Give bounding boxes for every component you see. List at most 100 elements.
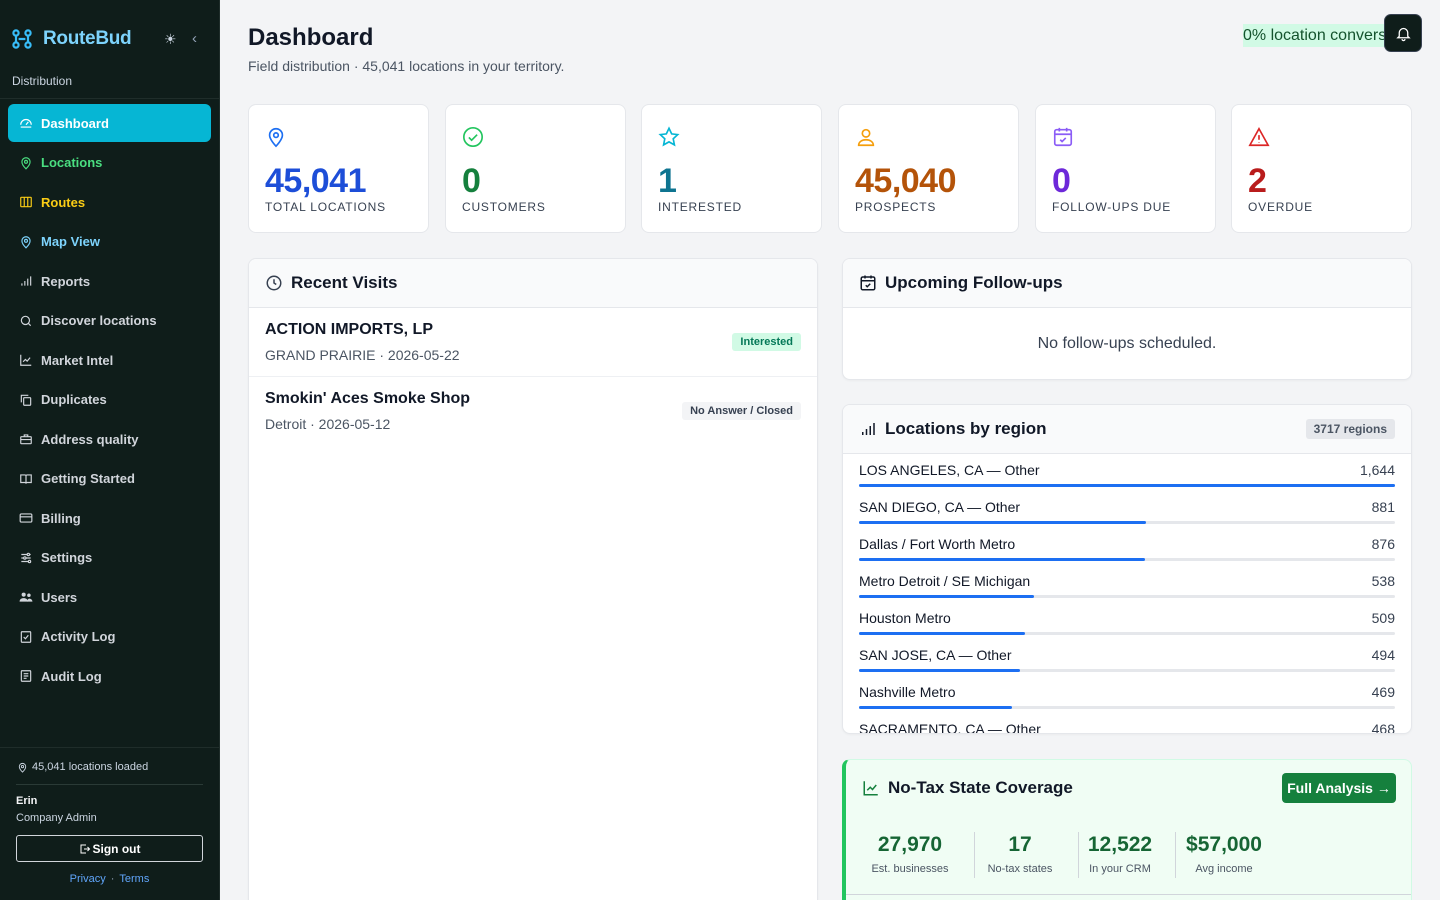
notax-stat-label: Est. businesses xyxy=(871,863,949,875)
region-count: 468 xyxy=(1371,721,1395,734)
notax-stat-label: Avg income xyxy=(1195,863,1253,875)
stat-card-interested[interactable]: 1 INTERESTED xyxy=(641,104,822,233)
sidebar-item-label: Billing xyxy=(41,510,81,526)
sidebar-item-reports[interactable]: Reports xyxy=(8,262,211,300)
region-row[interactable]: LOS ANGELES, CA — Other 1,644 xyxy=(843,454,1411,491)
status-badge: Interested xyxy=(732,333,801,351)
region-row[interactable]: Dallas / Fort Worth Metro 876 xyxy=(843,528,1411,565)
map-pin-icon xyxy=(18,762,27,773)
upcoming-followups-card: Upcoming Follow-ups No follow-ups schedu… xyxy=(842,258,1412,380)
region-bar-fill xyxy=(859,558,1145,561)
sidebar-item-audit-log[interactable]: Audit Log xyxy=(8,657,211,695)
conversion-badge: 0% location conversion xyxy=(1243,24,1393,47)
clipboard-check-icon xyxy=(19,630,33,644)
stat-card-prospects[interactable]: 45,040 PROSPECTS xyxy=(838,104,1019,233)
region-bar-track xyxy=(859,558,1395,561)
calendar-icon xyxy=(859,274,877,292)
sidebar-item-dashboard[interactable]: Dashboard xyxy=(8,104,211,142)
card-header: Upcoming Follow-ups xyxy=(843,259,1411,308)
sidebar-footer: 45,041 locations loaded Erin Company Adm… xyxy=(0,747,219,885)
sidebar-item-market-intel[interactable]: Market Intel xyxy=(8,341,211,379)
terms-link[interactable]: Terms xyxy=(119,873,150,885)
visit-row[interactable]: ACTION IMPORTS, LP GRAND PRAIRIE · 2026-… xyxy=(249,308,817,377)
region-bar-fill xyxy=(859,484,1395,487)
recent-visits-card: Recent Visits ACTION IMPORTS, LP GRAND P… xyxy=(248,258,818,900)
region-row[interactable]: SACRAMENTO, CA — Other 468 xyxy=(843,713,1411,734)
sign-out-button[interactable]: Sign out xyxy=(16,835,203,862)
gauge-icon xyxy=(19,116,33,130)
region-bar-track xyxy=(859,521,1395,524)
book-icon xyxy=(19,472,33,486)
notax-stat: 17 No-tax states xyxy=(982,833,1058,875)
stat-divider xyxy=(974,832,975,878)
no-tax-coverage-card: No-Tax State Coverage Full Analysis → 27… xyxy=(842,759,1412,900)
collapse-sidebar-chevron-icon[interactable]: ‹ xyxy=(192,30,197,47)
notax-stat-value: $57,000 xyxy=(1186,833,1262,856)
stat-card-customers[interactable]: 0 CUSTOMERS xyxy=(445,104,626,233)
sidebar-item-map-view[interactable]: Map View xyxy=(8,223,211,261)
notax-stat: $57,000 Avg income xyxy=(1184,833,1264,875)
region-count: 469 xyxy=(1371,684,1395,700)
sidebar-item-settings[interactable]: Settings xyxy=(8,539,211,577)
card-title: No-Tax State Coverage xyxy=(888,778,1073,797)
stat-card-follow-ups-due[interactable]: 0 FOLLOW-UPS DUE xyxy=(1035,104,1216,233)
sidebar-item-locations[interactable]: Locations xyxy=(8,144,211,182)
stat-card-overdue[interactable]: 2 OVERDUE xyxy=(1231,104,1412,233)
sidebar-item-duplicates[interactable]: Duplicates xyxy=(8,381,211,419)
app-name: RouteBud xyxy=(43,28,132,49)
sidebar-divider xyxy=(0,98,219,99)
map-pin-icon xyxy=(268,127,284,148)
sidebar-item-label: Dashboard xyxy=(41,115,109,131)
user-icon xyxy=(857,128,875,147)
card-header: Recent Visits xyxy=(249,259,817,308)
sidebar: RouteBud ☀ ‹ Distribution Dashboard Loca… xyxy=(0,0,220,900)
visit-meta: GRAND PRAIRIE · 2026-05-22 xyxy=(265,347,460,363)
stat-label: INTERESTED xyxy=(658,200,743,214)
stat-card-total-locations[interactable]: 45,041 TOTAL LOCATIONS xyxy=(248,104,429,233)
visit-meta: Detroit · 2026-05-12 xyxy=(265,416,391,432)
sidebar-item-label: Audit Log xyxy=(41,668,102,684)
full-analysis-button[interactable]: Full Analysis → xyxy=(1282,773,1396,803)
visit-row[interactable]: Smokin' Aces Smoke Shop Detroit · 2026-0… xyxy=(249,377,817,446)
regions-count-badge: 3717 regions xyxy=(1305,419,1395,439)
region-row[interactable]: Houston Metro 509 xyxy=(843,602,1411,639)
copy-icon xyxy=(19,393,33,407)
sidebar-item-routes[interactable]: Routes xyxy=(8,183,211,221)
privacy-link[interactable]: Privacy xyxy=(69,873,106,885)
region-bar-fill xyxy=(859,595,1035,598)
theme-toggle-sun-icon[interactable]: ☀ xyxy=(164,31,177,47)
clock-icon xyxy=(265,274,283,292)
sidebar-nav: Dashboard Locations Routes Map View Repo… xyxy=(8,104,211,697)
sidebar-item-activity-log[interactable]: Activity Log xyxy=(8,618,211,656)
region-bar-fill xyxy=(859,521,1147,524)
region-bar-fill xyxy=(859,669,1021,672)
locations-by-region-card: Locations by region 3717 regions LOS ANG… xyxy=(842,404,1412,734)
trending-up-icon xyxy=(19,353,33,367)
region-row[interactable]: SAN JOSE, CA — Other 494 xyxy=(843,639,1411,676)
sidebar-item-billing[interactable]: Billing xyxy=(8,499,211,537)
sidebar-item-label: Address quality xyxy=(41,431,139,447)
stats-row: 45,041 TOTAL LOCATIONS 0 CUSTOMERS 1 INT… xyxy=(248,104,1412,233)
sidebar-item-label: Locations xyxy=(41,155,103,170)
footer-divider xyxy=(16,784,203,785)
brand: RouteBud ☀ ‹ Distribution xyxy=(0,0,219,88)
region-count: 494 xyxy=(1371,647,1395,663)
sidebar-item-users[interactable]: Users xyxy=(8,578,211,616)
bar-chart-icon xyxy=(859,420,877,438)
region-count: 509 xyxy=(1371,610,1395,626)
card-header: Locations by region 3717 regions xyxy=(843,405,1411,454)
region-row[interactable]: SAN DIEGO, CA — Other 881 xyxy=(843,491,1411,528)
file-text-icon xyxy=(19,669,33,683)
trending-up-icon xyxy=(863,781,878,796)
sidebar-item-discover-locations[interactable]: Discover locations xyxy=(8,302,211,340)
region-row[interactable]: Nashville Metro 469 xyxy=(843,676,1411,713)
sidebar-item-getting-started[interactable]: Getting Started xyxy=(8,460,211,498)
region-count: 881 xyxy=(1371,499,1395,515)
notax-stat-value: 17 xyxy=(1008,833,1032,856)
region-row[interactable]: Metro Detroit / SE Michigan 538 xyxy=(843,565,1411,602)
region-name: LOS ANGELES, CA — Other xyxy=(859,462,1040,478)
card-divider xyxy=(846,894,1411,895)
notifications-button[interactable] xyxy=(1384,14,1422,52)
notax-stat: 12,522 In your CRM xyxy=(1086,833,1154,875)
sidebar-item-address-quality[interactable]: Address quality xyxy=(8,420,211,458)
